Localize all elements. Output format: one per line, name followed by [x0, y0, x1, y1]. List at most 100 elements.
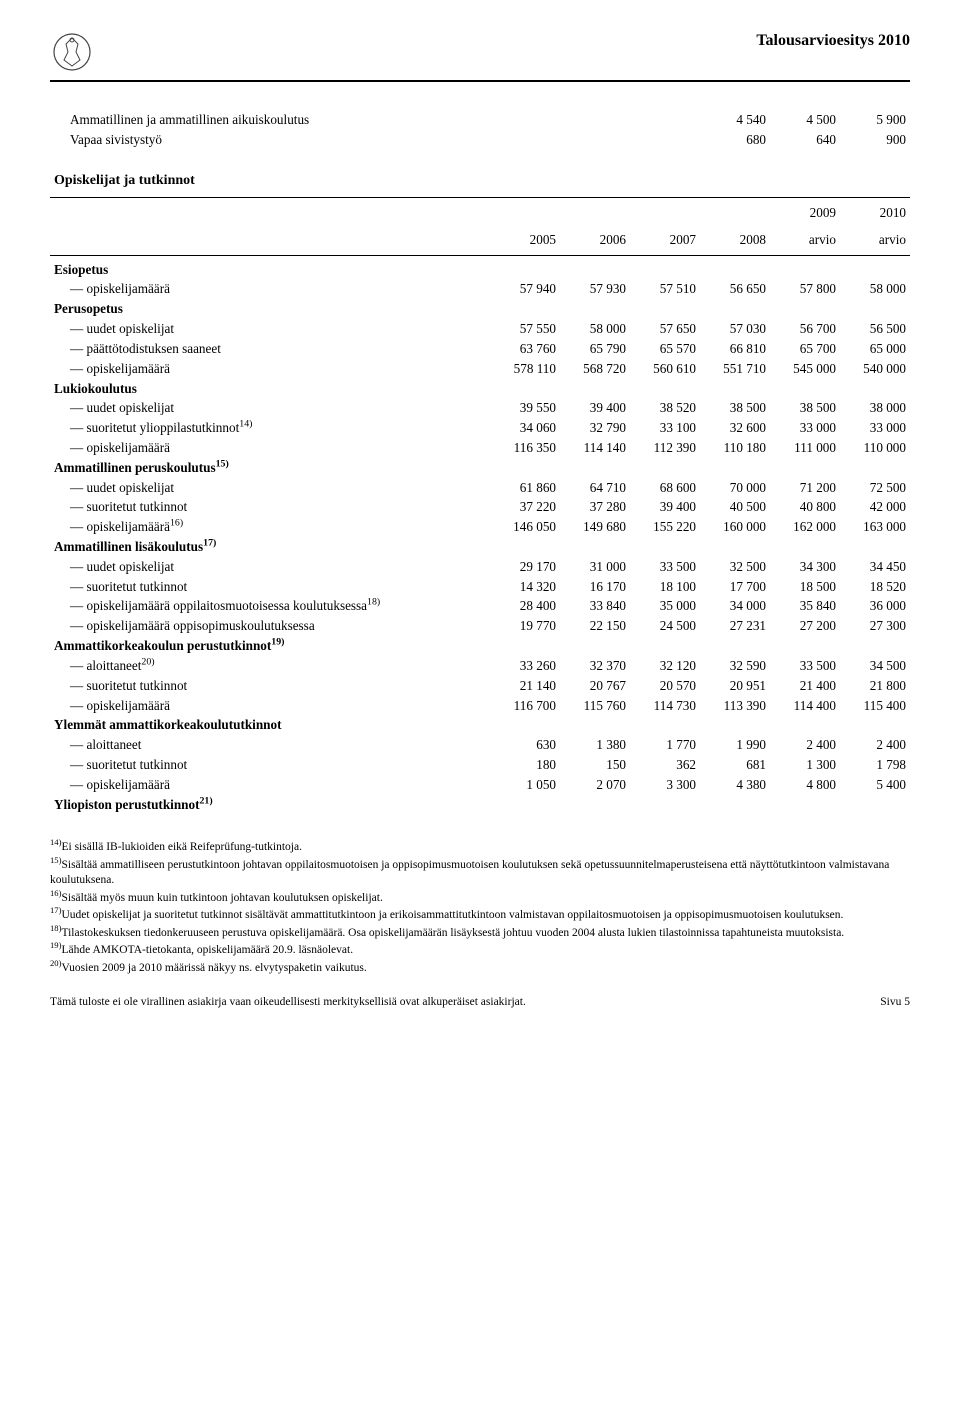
cell: 37 220 — [490, 497, 560, 517]
cell — [840, 458, 910, 478]
cell: 34 500 — [840, 656, 910, 676]
cell — [630, 715, 700, 735]
row-label: — uudet opiskelijat — [50, 398, 490, 418]
table-row: Ammatillinen peruskoulutus15) — [50, 458, 910, 478]
cell: 16 170 — [560, 577, 630, 597]
row-label: Ammattikorkeakoulun perustutkinnot19) — [50, 636, 490, 656]
column-header — [700, 197, 770, 225]
main-table: Opiskelijat ja tutkinnot 20092010 200520… — [50, 150, 910, 815]
cell: 1 990 — [700, 735, 770, 755]
row-label: Ammatillinen peruskoulutus15) — [50, 458, 490, 478]
footnote-ref: 15) — [216, 458, 229, 469]
row-label: Yliopiston perustutkinnot21) — [50, 795, 490, 815]
table-row: Perusopetus — [50, 299, 910, 319]
table-row: — opiskelijamäärä1 0502 0703 3004 3804 8… — [50, 775, 910, 795]
cell: 114 140 — [560, 438, 630, 458]
cell — [840, 260, 910, 280]
cell: 1 798 — [840, 755, 910, 775]
cell — [700, 636, 770, 656]
footnote-ref: 17) — [203, 538, 216, 549]
cell: 34 000 — [700, 596, 770, 616]
table-row: Esiopetus — [50, 260, 910, 280]
cell — [490, 537, 560, 557]
column-header — [630, 197, 700, 225]
section-title: Opiskelijat ja tutkinnot — [50, 158, 910, 195]
cell: 19 770 — [490, 616, 560, 636]
cell: 57 510 — [630, 279, 700, 299]
cell: 1 380 — [560, 735, 630, 755]
cell — [700, 379, 770, 399]
cell: 681 — [700, 755, 770, 775]
cell: 66 810 — [700, 339, 770, 359]
cell: 70 000 — [700, 478, 770, 498]
table-row: Vapaa sivistystyö680640900 — [50, 130, 910, 150]
footnote-number: 16) — [50, 888, 61, 898]
cell: 61 860 — [490, 478, 560, 498]
footnote-ref: 19) — [271, 637, 284, 648]
cell: 5 400 — [840, 775, 910, 795]
cell: 2 400 — [770, 735, 840, 755]
footer-disclaimer: Tämä tuloste ei ole virallinen asiakirja… — [50, 995, 526, 1011]
cell: 33 500 — [770, 656, 840, 676]
top-table: Ammatillinen ja ammatillinen aikuiskoulu… — [50, 110, 910, 150]
cell — [490, 260, 560, 280]
cell: 33 000 — [770, 418, 840, 438]
footnote: 20)Vuosien 2009 ja 2010 määrissä näkyy n… — [50, 961, 910, 977]
cell — [560, 299, 630, 319]
cell: 33 100 — [630, 418, 700, 438]
column-header — [490, 197, 560, 225]
row-label: — opiskelijamäärä oppilaitosmuotoisessa … — [50, 596, 490, 616]
cell: 20 570 — [630, 676, 700, 696]
cell: 34 060 — [490, 418, 560, 438]
cell — [840, 795, 910, 815]
table-row: — uudet opiskelijat29 17031 00033 50032 … — [50, 557, 910, 577]
cell — [630, 130, 700, 150]
cell — [630, 379, 700, 399]
row-label: — uudet opiskelijat — [50, 478, 490, 498]
cell — [770, 537, 840, 557]
cell: 113 390 — [700, 696, 770, 716]
column-header: 2007 — [630, 225, 700, 253]
table-row: Ammatillinen lisäkoulutus17) — [50, 537, 910, 557]
cell: 57 550 — [490, 319, 560, 339]
cell — [490, 299, 560, 319]
cell — [490, 795, 560, 815]
cell: 21 800 — [840, 676, 910, 696]
cell: 63 760 — [490, 339, 560, 359]
table-row: Yliopiston perustutkinnot21) — [50, 795, 910, 815]
column-header: 2006 — [560, 225, 630, 253]
cell — [770, 260, 840, 280]
cell: 38 000 — [840, 398, 910, 418]
footnotes: 14)Ei sisällä IB-lukioiden eikä Reifeprü… — [50, 840, 910, 976]
cell: 37 280 — [560, 497, 630, 517]
cell — [770, 715, 840, 735]
cell: 35 000 — [630, 596, 700, 616]
cell: 40 500 — [700, 497, 770, 517]
row-label: — opiskelijamäärä16) — [50, 517, 490, 537]
footnote-number: 17) — [50, 906, 61, 916]
row-label: Perusopetus — [50, 299, 490, 319]
cell — [490, 636, 560, 656]
table-row: — uudet opiskelijat39 55039 40038 52038 … — [50, 398, 910, 418]
cell — [770, 795, 840, 815]
cell: 40 800 — [770, 497, 840, 517]
cell: 160 000 — [700, 517, 770, 537]
cell: 65 570 — [630, 339, 700, 359]
crest-icon — [50, 30, 94, 74]
cell — [770, 636, 840, 656]
footnote: 15)Sisältää ammatilliseen perustutkintoo… — [50, 858, 910, 889]
table-row: — päättötodistuksen saaneet63 76065 7906… — [50, 339, 910, 359]
cell: 57 030 — [700, 319, 770, 339]
footnote-number: 18) — [50, 923, 61, 933]
row-label: Ammatillinen lisäkoulutus17) — [50, 537, 490, 557]
row-label: Lukiokoulutus — [50, 379, 490, 399]
cell: 115 760 — [560, 696, 630, 716]
cell: 20 767 — [560, 676, 630, 696]
footnote-ref: 20) — [141, 657, 154, 668]
footnote: 16)Sisältää myös muun kuin tutkintoon jo… — [50, 891, 910, 907]
cell — [560, 260, 630, 280]
cell: 17 700 — [700, 577, 770, 597]
cell: 71 200 — [770, 478, 840, 498]
cell: 32 370 — [560, 656, 630, 676]
cell: 163 000 — [840, 517, 910, 537]
